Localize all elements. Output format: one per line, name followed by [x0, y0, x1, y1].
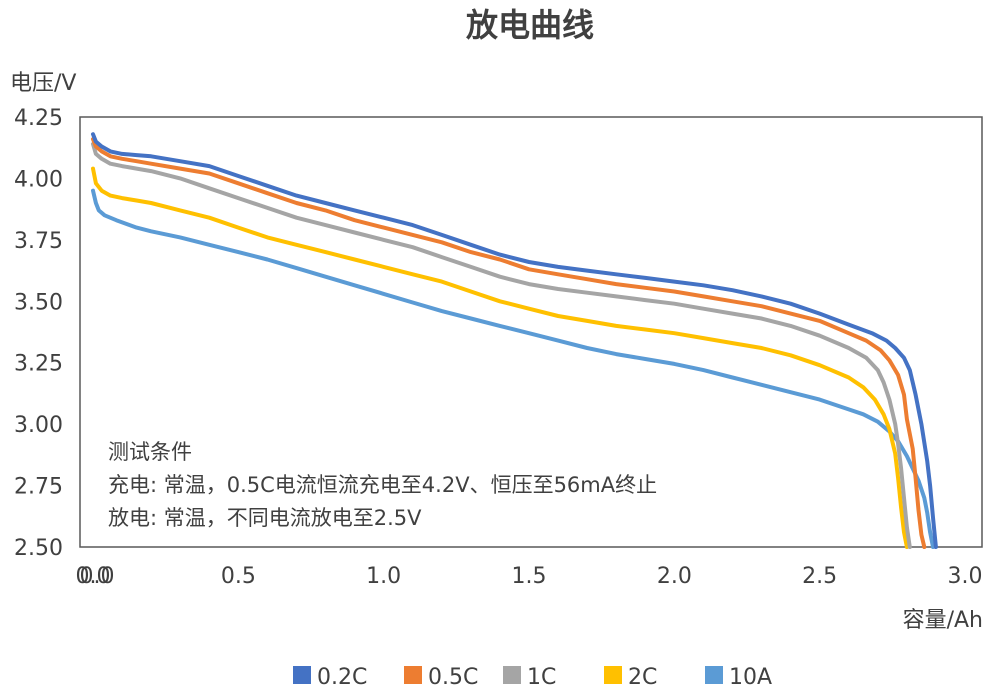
- legend-item: 1C: [503, 665, 556, 690]
- chart-title: 放电曲线: [466, 6, 594, 44]
- y-tick-label: 3.00: [14, 413, 63, 438]
- y-tick-label: 2.75: [14, 475, 63, 500]
- series-line-0-5c: [91, 137, 927, 549]
- note-line-1: 测试条件: [108, 440, 192, 464]
- legend-label: 10A: [729, 665, 772, 690]
- legend-label: 0.5C: [428, 665, 478, 690]
- x-tick-label: 0.0: [76, 564, 111, 589]
- y-tick-label: 3.50: [14, 290, 63, 315]
- legend-label: 2C: [628, 665, 657, 690]
- note-line-2: 充电: 常温，0.5C电流恒流充电至4.2V、恒压至56mA终止: [108, 473, 657, 497]
- legend-label: 1C: [527, 665, 556, 690]
- y-tick-label: 4.25: [14, 106, 63, 131]
- legend: 0.2C 0.5C 1C 2C 10A: [293, 665, 772, 690]
- y-tick-labels: 4.25 4.00 3.75 3.50 3.25 3.00 2.75 2.50: [14, 106, 63, 561]
- legend-swatch: [293, 666, 311, 684]
- note-line-3: 放电: 常温，不同电流放电至2.5V: [108, 506, 422, 530]
- y-axis-label: 电压/V: [10, 71, 76, 96]
- legend-item: 0.2C: [293, 665, 367, 690]
- x-tick-labels: 0.00.0 0.5 1.0 1.5 2.0 2.5 3.0: [76, 564, 983, 589]
- series-line-1c: [91, 142, 912, 549]
- legend-swatch: [404, 666, 422, 684]
- test-conditions-note: 测试条件 充电: 常温，0.5C电流恒流充电至4.2V、恒压至56mA终止 放电…: [108, 440, 657, 530]
- legend-item: 0.5C: [404, 665, 478, 690]
- x-tick-label: 0.5: [221, 564, 256, 589]
- x-tick-label: 2.5: [802, 564, 837, 589]
- x-tick-label: 1.5: [512, 564, 547, 589]
- y-tick-label: 3.75: [14, 229, 63, 254]
- series-line-0-2c: [91, 132, 938, 549]
- y-tick-label: 3.25: [14, 352, 63, 377]
- x-tick-label: 2.0: [657, 564, 692, 589]
- x-tick-label: 0.0: [80, 564, 115, 589]
- legend-swatch: [604, 666, 622, 684]
- series-line-2c: [91, 166, 909, 549]
- legend-label: 0.2C: [317, 665, 367, 690]
- series-lines: [91, 132, 938, 549]
- legend-item: 2C: [604, 665, 657, 690]
- x-axis-label: 容量/Ah: [903, 608, 983, 633]
- x-tick-label: 3.0: [948, 564, 983, 589]
- x-tick-label: 1.0: [366, 564, 401, 589]
- y-tick-label: 4.00: [14, 167, 63, 192]
- legend-item: 10A: [705, 665, 772, 690]
- legend-swatch: [705, 666, 723, 684]
- y-tick-label: 2.50: [14, 536, 63, 561]
- legend-swatch: [503, 666, 521, 684]
